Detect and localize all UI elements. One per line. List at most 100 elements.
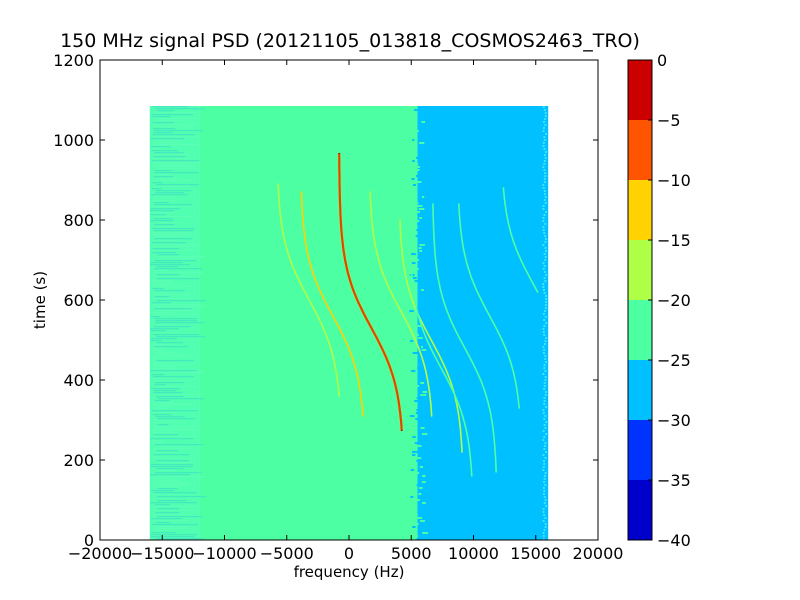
x-tick-label: −10000 (192, 544, 256, 563)
boundary-speckle (414, 508, 417, 510)
colorbar-tick-label: −10 (657, 171, 691, 190)
noise-streak (151, 150, 179, 152)
edge-speckle (544, 457, 547, 459)
boundary-speckle (418, 208, 425, 210)
noise-streak (155, 276, 194, 278)
edge-speckle (544, 340, 547, 342)
edge-speckle (543, 169, 546, 171)
boundary-speckle (409, 199, 416, 201)
noise-streak (156, 352, 178, 354)
noise-streak (154, 484, 190, 486)
edge-speckle (543, 121, 546, 123)
noise-streak (155, 538, 204, 540)
boundary-speckle (417, 181, 422, 183)
boundary-speckle (412, 277, 417, 279)
edge-speckle (543, 163, 546, 165)
noise-streak (153, 334, 201, 336)
colorbar-tick-label: −5 (657, 111, 681, 130)
edge-speckle (543, 160, 546, 162)
edge-speckle (543, 139, 546, 141)
edge-speckle (542, 409, 545, 411)
colorbar-level-7 (628, 60, 652, 120)
noise-streak (151, 374, 165, 376)
edge-speckle (542, 286, 545, 288)
x-tick-label: 0 (344, 544, 354, 563)
noise-streak (150, 378, 173, 380)
noise-streak (149, 502, 197, 504)
noise-streak (151, 252, 177, 254)
noise-streak (155, 472, 202, 474)
noise-streak (151, 478, 168, 480)
noise-streak (151, 232, 190, 234)
boundary-speckle (419, 388, 423, 390)
noise-streak (149, 438, 194, 440)
boundary-speckle (419, 250, 423, 252)
noise-streak (151, 288, 164, 290)
noise-streak (155, 356, 194, 358)
noise-streak (152, 182, 163, 184)
boundary-speckle (411, 262, 416, 264)
noise-streak (152, 456, 164, 458)
noise-streak (151, 188, 163, 190)
noise-streak (153, 332, 180, 334)
noise-streak (153, 142, 179, 144)
edge-speckle (542, 430, 545, 432)
edge-speckle (544, 406, 547, 408)
edge-speckle (544, 358, 547, 360)
edge-speckle (544, 370, 547, 372)
edge-speckle (543, 343, 546, 345)
boundary-speckle (419, 466, 423, 468)
noise-streak (153, 204, 192, 206)
noise-streak (154, 428, 195, 430)
boundary-speckle (421, 481, 426, 483)
noise-streak (156, 324, 172, 326)
boundary-speckle (413, 376, 418, 378)
boundary-speckle (410, 403, 413, 405)
noise-streak (153, 304, 201, 306)
noise-streak (153, 448, 195, 450)
edge-speckle (545, 274, 548, 276)
edge-speckle (544, 484, 547, 486)
noise-streak (151, 338, 177, 340)
noise-streak (153, 326, 191, 328)
y-tick-label: 600 (63, 291, 94, 310)
boundary-speckle (420, 478, 426, 480)
noise-streak (156, 470, 176, 472)
boundary-speckle (412, 136, 417, 138)
edge-speckle (542, 466, 545, 468)
boundary-speckle (410, 331, 415, 333)
edge-speckle (544, 499, 547, 501)
boundary-speckle (414, 169, 420, 171)
edge-speckle (543, 364, 546, 366)
edge-speckle (543, 325, 546, 327)
noise-streak (156, 274, 180, 276)
noise-streak (150, 368, 178, 370)
heatmap-noise (149, 106, 548, 540)
edge-speckle (543, 190, 546, 192)
noise-streak (157, 354, 187, 356)
boundary-speckle (412, 172, 417, 174)
boundary-speckle (412, 436, 416, 438)
edge-speckle (543, 319, 546, 321)
boundary-speckle (417, 511, 424, 513)
boundary-speckle (417, 205, 423, 207)
boundary-speckle (409, 505, 414, 507)
edge-speckle (542, 352, 545, 354)
noise-streak (150, 138, 185, 140)
noise-streak (153, 394, 203, 396)
boundary-speckle (416, 175, 421, 177)
boundary-speckle (417, 421, 422, 423)
noise-streak (152, 158, 189, 160)
edge-speckle (543, 478, 546, 480)
noise-streak (153, 434, 179, 436)
boundary-speckle (415, 235, 419, 237)
boundary-speckle (421, 349, 427, 351)
boundary-speckle (417, 313, 421, 315)
noise-streak (156, 468, 184, 470)
noise-streak (153, 492, 197, 494)
noise-streak (150, 340, 163, 342)
noise-streak (153, 530, 168, 532)
boundary-speckle (413, 220, 420, 222)
x-tick-label: 20000 (573, 544, 624, 563)
boundary-speckle (415, 418, 419, 420)
